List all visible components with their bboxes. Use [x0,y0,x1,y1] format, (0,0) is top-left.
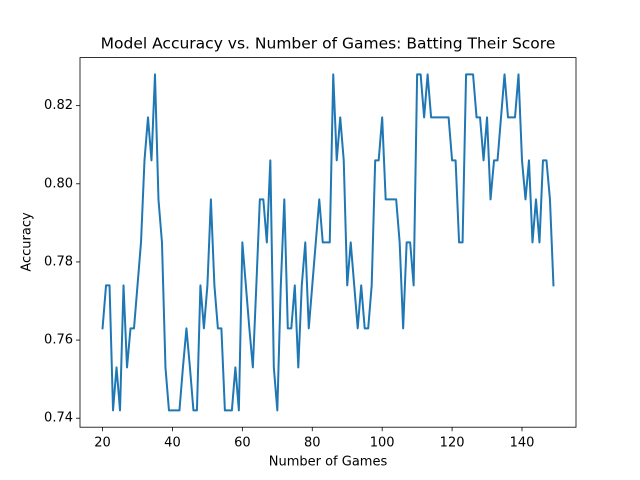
x-tick-label: 120 [440,436,465,451]
y-tick-label: 0.74 [44,411,73,426]
chart-title: Model Accuracy vs. Number of Games: Batt… [101,35,556,53]
y-tick-label: 0.76 [44,333,73,348]
y-tick-label: 0.78 [44,254,73,269]
data-line [101,73,555,412]
x-tick-label: 20 [94,436,111,451]
x-axis-label: Number of Games [269,455,388,470]
x-tick-label: 60 [234,436,251,451]
x-tick-label: 40 [164,436,181,451]
y-tick-label: 0.82 [44,98,73,113]
x-tick-label: 100 [370,436,395,451]
x-tick-label: 80 [304,436,321,451]
y-axis-label: Accuracy [20,212,35,272]
y-tick-label: 0.80 [44,176,73,191]
x-tick-label: 140 [510,436,535,451]
plot-frame [79,57,577,428]
